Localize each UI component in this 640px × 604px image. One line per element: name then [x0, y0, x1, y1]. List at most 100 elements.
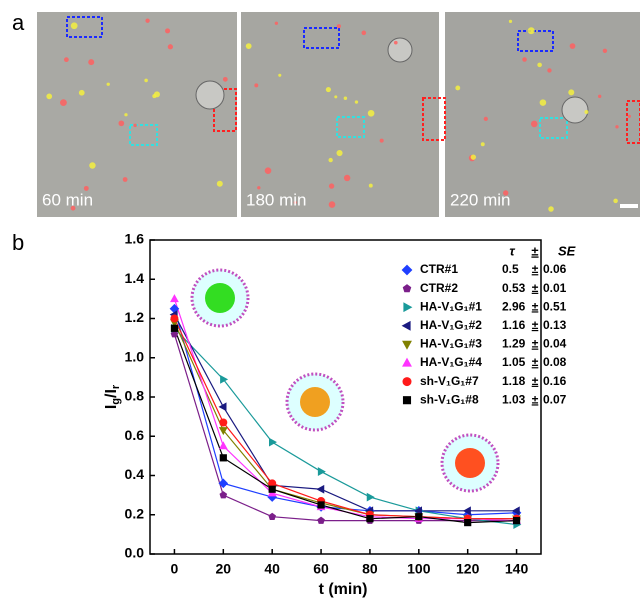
marker	[513, 517, 520, 524]
legend-tau: 1.29	[502, 337, 526, 351]
spot	[368, 110, 375, 117]
marker	[268, 513, 276, 520]
spot	[46, 94, 52, 100]
spot	[455, 86, 460, 91]
legend-tau: 1.05	[502, 355, 526, 369]
figure: a 60 min 180 min 220 min b t (min) Ig/Ir…	[0, 0, 640, 604]
legend-se: 0.01	[543, 281, 567, 295]
legend-pm: ±	[532, 262, 539, 276]
micrograph	[37, 12, 237, 217]
marker	[171, 325, 178, 332]
legend-pm: ±	[532, 299, 539, 313]
legend-se: 0.06	[543, 262, 567, 276]
spot	[145, 19, 149, 23]
x-tick-label: 80	[362, 561, 378, 577]
illustration	[205, 283, 235, 313]
spot	[64, 57, 69, 62]
legend-marker	[402, 265, 413, 276]
legend-tau: 0.53	[502, 281, 526, 295]
illustration	[455, 448, 485, 478]
scale-bar	[620, 204, 638, 208]
spot	[344, 96, 347, 99]
spot	[584, 110, 588, 114]
marker	[219, 441, 228, 449]
spot	[223, 77, 228, 82]
spot	[522, 57, 527, 62]
marker	[220, 491, 228, 498]
spot	[380, 139, 384, 143]
spot	[531, 121, 538, 128]
y-label-part: r	[110, 384, 122, 389]
x-tick-label: 140	[505, 561, 529, 577]
spot	[326, 87, 331, 92]
legend-marker	[402, 321, 411, 331]
cell	[196, 81, 224, 109]
spot	[257, 186, 260, 189]
spot	[334, 95, 337, 98]
spot	[344, 175, 350, 181]
spot	[328, 158, 332, 162]
spot	[107, 83, 110, 86]
spot	[165, 28, 170, 33]
legend-label: sh-V₁G₁#8	[420, 392, 479, 406]
x-tick-label: 60	[313, 561, 329, 577]
x-axis-label: t (min)	[319, 581, 368, 598]
spot	[528, 27, 535, 34]
legend-pm: ±	[532, 337, 539, 351]
legend-se: 0.13	[543, 318, 567, 332]
y-tick-label: 1.2	[125, 309, 145, 325]
spot	[568, 89, 574, 95]
spot	[613, 199, 618, 204]
spot	[337, 24, 341, 28]
legend-pm: ±	[532, 392, 539, 406]
legend-pm: ±	[532, 281, 539, 295]
y-axis-label: Ig/Ir	[103, 384, 122, 409]
panel-label: b	[12, 230, 24, 255]
y-tick-label: 0.8	[125, 388, 145, 404]
spot	[394, 41, 398, 45]
spot	[168, 44, 173, 49]
spot	[570, 43, 576, 49]
spot	[598, 95, 601, 98]
legend-label: HA-V₁G₁#3	[420, 337, 482, 351]
marker	[220, 375, 228, 384]
marker	[317, 517, 325, 524]
legend-marker	[403, 377, 412, 386]
y-tick-label: 1.4	[125, 270, 145, 286]
spot	[246, 43, 252, 49]
cell	[388, 38, 412, 62]
spot	[471, 154, 476, 159]
spot	[628, 115, 631, 118]
spot	[336, 150, 342, 156]
marker	[464, 519, 471, 526]
spot	[540, 99, 547, 106]
legend-se: 0.51	[543, 299, 567, 313]
x-tick-label: 100	[407, 561, 431, 577]
legend-tau: 1.03	[502, 392, 526, 406]
legend-tau: 0.5	[502, 262, 519, 276]
spot	[509, 20, 512, 23]
spot	[71, 22, 78, 29]
legend-marker	[403, 302, 412, 312]
spot	[275, 22, 278, 25]
marker	[170, 315, 178, 323]
y-tick-label: 0.2	[125, 505, 145, 521]
legend-se: 0.04	[543, 337, 567, 351]
legend-label: CTR#1	[420, 262, 458, 276]
spot	[547, 68, 551, 72]
spot	[603, 49, 607, 53]
time-caption: 220 min	[450, 190, 510, 209]
marker	[219, 419, 227, 427]
marker	[415, 513, 422, 520]
legend-pm: ±	[532, 374, 539, 388]
spot	[133, 124, 136, 127]
marker	[219, 402, 227, 411]
spot	[278, 74, 281, 77]
legend-pm: ±	[532, 355, 539, 369]
spot	[265, 167, 272, 174]
spot	[329, 201, 336, 208]
spot	[481, 142, 485, 146]
time-caption: 60 min	[42, 190, 93, 209]
panel-label: a	[12, 10, 25, 35]
y-tick-label: 0.0	[125, 545, 145, 561]
